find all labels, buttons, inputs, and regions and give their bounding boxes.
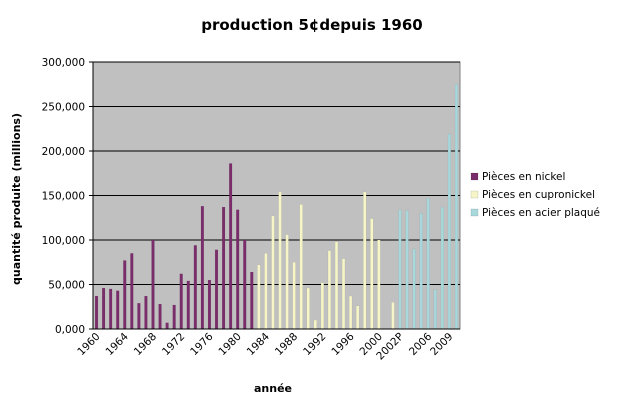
bar: [172, 304, 176, 330]
bar: [123, 260, 127, 330]
bar: [207, 279, 212, 330]
bar: [377, 239, 381, 330]
bar: [327, 250, 331, 330]
x-axis-title: année: [254, 382, 292, 395]
bar: [285, 234, 289, 330]
legend-label: Pièces en cupronickel: [482, 189, 595, 201]
bar: [313, 319, 317, 330]
y-tick-label: 300,000: [42, 57, 85, 69]
bar: [278, 191, 282, 330]
bar: [109, 288, 113, 330]
bar: [433, 289, 437, 330]
y-tick-label: 0,000: [55, 324, 85, 336]
bar: [341, 258, 346, 330]
x-tick-label: 1984: [245, 330, 273, 358]
bar: [363, 191, 367, 330]
bar: [116, 290, 120, 330]
bar: [243, 239, 247, 330]
bar: [271, 215, 275, 330]
legend-label: Pièces en acier plaqué: [482, 207, 600, 219]
x-tick-label: 1972: [160, 331, 187, 358]
x-tick-label: 1964: [103, 330, 131, 358]
x-tick-label: 1968: [132, 331, 159, 358]
bar: [370, 218, 374, 330]
bar: [292, 262, 296, 330]
bar: [130, 253, 134, 330]
bar: [165, 322, 169, 330]
y-tick-label: 50,000: [48, 280, 85, 292]
bar: [200, 206, 204, 330]
x-tick-labels: 1960 1964 1968 1972 1976 1980 1984 1988 1992 1996…: [75, 330, 455, 362]
bar: [334, 241, 339, 330]
bar: [454, 84, 459, 330]
y-tick-label: 150,000: [42, 191, 85, 203]
y-tick-label: 200,000: [42, 146, 85, 158]
bar: [419, 213, 423, 330]
bar: [214, 249, 219, 330]
legend-label: Pièces en nickel: [482, 171, 565, 183]
legend-swatch: [470, 208, 479, 217]
bar: [94, 295, 99, 330]
bar: [144, 295, 148, 330]
bar: [426, 198, 430, 330]
bar: [151, 239, 155, 330]
axes: [92, 62, 460, 330]
y-axis-title: quantité produite (millions): [10, 113, 23, 285]
y-tick-label: 100,000: [42, 235, 85, 247]
bar: [236, 209, 240, 330]
bar: [398, 209, 402, 330]
bar: [356, 305, 360, 330]
chart-title: production 5¢depuis 1960: [201, 16, 423, 34]
bar: [405, 210, 409, 330]
x-tick-label: 1996: [329, 330, 357, 358]
bar: [264, 253, 268, 330]
bar: [412, 248, 416, 330]
bar: [257, 264, 261, 330]
legend-swatch: [470, 190, 479, 199]
bar: [320, 282, 324, 330]
legend-swatch: [470, 172, 479, 181]
bar: [306, 287, 310, 330]
bar: [179, 273, 183, 330]
x-tick-label: 2006: [407, 330, 435, 358]
bar: [299, 204, 303, 330]
x-tick-label: 1980: [216, 331, 243, 358]
bar: [447, 133, 451, 330]
bar: [193, 245, 197, 330]
bar: [250, 271, 254, 330]
bar: [391, 302, 395, 330]
bar: [137, 303, 141, 330]
bar: [102, 287, 106, 330]
bar: [349, 295, 353, 330]
x-tick-label: 1992: [301, 331, 328, 358]
bar: [158, 303, 162, 330]
y-tick-labels: 0,000 50,000 100,000 150,000 200,000 250,000 3…: [42, 57, 85, 336]
bar: [229, 163, 233, 330]
bar: [222, 206, 226, 330]
x-tick-label: 1988: [273, 331, 300, 358]
bar: [186, 280, 190, 330]
legend: Pièces en nickel Pièces en cupronickel Piè…: [470, 171, 600, 219]
y-tick-label: 250,000: [42, 102, 85, 114]
bars: [94, 84, 459, 330]
bar: [440, 206, 444, 330]
x-tick-label: 1976: [188, 330, 216, 358]
x-tick-label: 2009: [428, 331, 455, 358]
